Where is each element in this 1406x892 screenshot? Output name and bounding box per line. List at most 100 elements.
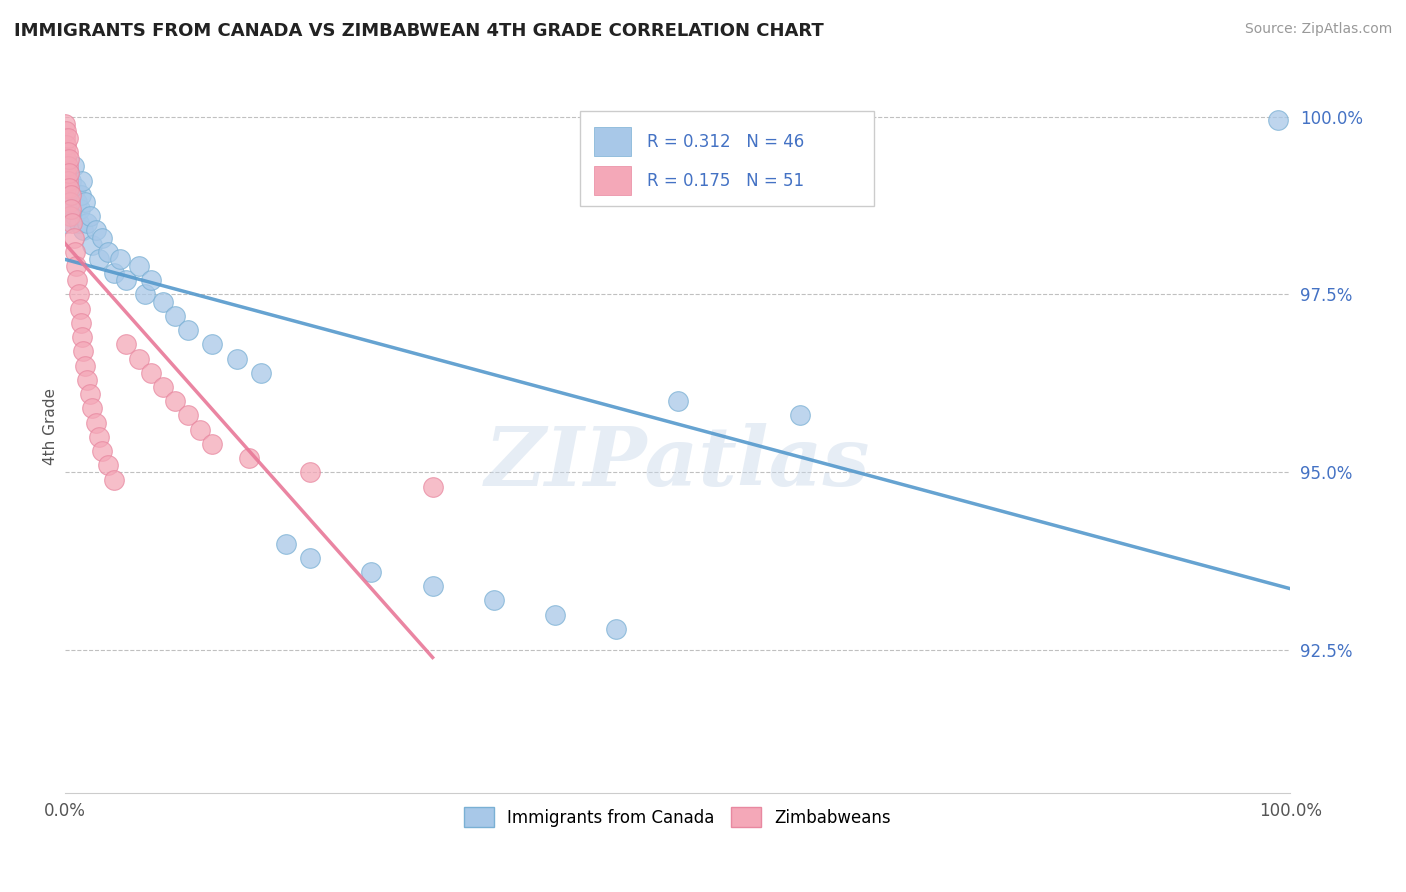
Point [73,194,96,209]
Point [56,131,79,145]
Point [59,209,82,223]
Point [73,359,96,373]
Point [225,351,247,366]
Point [360,565,382,579]
Point [84,416,107,430]
Point [58,153,80,167]
Point [201,437,224,451]
Point [103,266,125,280]
Point [79,387,101,401]
Point [62,159,84,173]
Legend: Immigrants from Canada, Zimbabweans: Immigrants from Canada, Zimbabweans [456,798,900,836]
Point [299,466,322,480]
Point [66,273,89,287]
Point [238,451,260,466]
Text: R = 0.175   N = 51: R = 0.175 N = 51 [647,171,804,190]
Point [59,194,82,209]
Point [250,366,273,380]
Text: IMMIGRANTS FROM CANADA VS ZIMBABWEAN 4TH GRADE CORRELATION CHART: IMMIGRANTS FROM CANADA VS ZIMBABWEAN 4TH… [14,22,824,40]
Text: ZIPatlas: ZIPatlas [485,423,870,503]
Point [65,259,87,273]
Point [55,138,77,153]
Point [76,373,98,387]
Point [139,273,162,287]
Point [62,230,84,244]
FancyBboxPatch shape [579,111,873,206]
Text: R = 0.312   N = 46: R = 0.312 N = 46 [647,133,804,151]
Point [97,458,120,473]
Point [201,337,224,351]
Point [53,145,76,160]
Point [605,622,627,636]
Y-axis label: 4th Grade: 4th Grade [44,388,58,465]
Point [55,153,77,167]
Point [84,223,107,237]
Point [53,131,76,145]
Point [139,366,162,380]
Point [67,287,90,301]
Point [62,216,84,230]
Point [1267,113,1289,128]
Point [56,159,79,173]
Point [55,124,77,138]
Point [97,244,120,259]
Point [56,145,79,160]
Point [274,536,297,550]
Point [176,323,198,337]
Point [55,166,77,180]
Point [90,230,112,244]
Point [134,287,156,301]
Point [60,187,83,202]
Point [67,216,90,230]
Point [128,259,150,273]
Point [69,202,91,216]
Point [63,209,86,223]
Point [115,337,138,351]
Point [666,394,689,409]
Point [70,330,93,344]
Point [53,159,76,173]
Point [55,180,77,194]
Point [79,209,101,223]
Point [165,394,187,409]
Point [89,252,111,266]
Point [58,180,80,194]
Point [152,294,174,309]
Point [72,223,94,237]
Point [56,173,79,187]
Point [789,409,811,423]
Point [80,237,103,252]
Point [176,409,198,423]
Point [422,480,444,494]
Point [80,401,103,416]
Bar [595,127,631,156]
Point [422,579,444,593]
Point [58,180,80,194]
Point [90,444,112,458]
Point [65,180,87,194]
Point [89,430,111,444]
Point [58,166,80,180]
Point [152,380,174,394]
Point [115,273,138,287]
Point [70,316,93,330]
Point [60,173,83,187]
Point [128,351,150,366]
Point [58,166,80,180]
Point [165,309,187,323]
Text: Source: ZipAtlas.com: Source: ZipAtlas.com [1244,22,1392,37]
Point [299,550,322,565]
Point [55,216,77,230]
Point [70,187,93,202]
Point [59,202,82,216]
Point [60,202,83,216]
Point [69,301,91,316]
Point [66,194,89,209]
Point [188,423,211,437]
Point [53,117,76,131]
Point [62,187,84,202]
Point [108,252,131,266]
Point [76,216,98,230]
Point [53,173,76,187]
Point [544,607,567,622]
